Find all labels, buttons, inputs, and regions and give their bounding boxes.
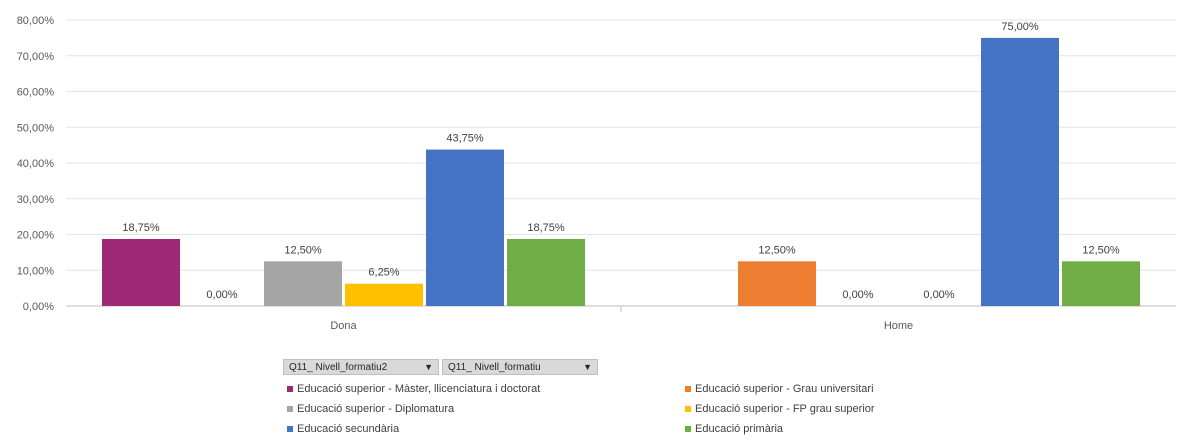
- x-category-label: Home: [884, 320, 913, 332]
- y-tick-label: 80,00%: [17, 15, 55, 27]
- data-label: 12,50%: [284, 244, 322, 256]
- legend-label: Educació secundària: [297, 422, 400, 435]
- x-axis: Dona Home: [330, 306, 913, 332]
- legend-swatch: [287, 425, 293, 432]
- bar[interactable]: [1062, 261, 1140, 306]
- legend-item[interactable]: Educació superior - Màster, llicenciatur…: [287, 382, 685, 395]
- legend-label: Educació superior - FP grau superior: [695, 402, 875, 415]
- legend-swatch: [685, 405, 691, 412]
- bar[interactable]: [264, 261, 342, 306]
- legend-swatch: [287, 405, 293, 412]
- legend-item[interactable]: Educació secundària: [287, 422, 685, 435]
- legend-item[interactable]: Educació primària: [685, 422, 985, 435]
- legend-item[interactable]: Educació superior - Diplomatura: [287, 402, 685, 415]
- legend-swatch: [287, 385, 293, 392]
- data-labels: 18,75% 0,00% 12,50% 6,25% 43,75% 18,75% 12,50%…: [122, 21, 1120, 301]
- field-filter-buttons: Q11_ Nivell_formatiu2 ▼ Q11_ Nivell_form…: [283, 359, 598, 375]
- y-tick-label: 60,00%: [17, 87, 55, 99]
- bar[interactable]: [426, 149, 504, 306]
- legend-label: Educació superior - Màster, llicenciatur…: [297, 382, 541, 395]
- data-label: 18,75%: [527, 222, 565, 234]
- legend-item[interactable]: Educació superior - FP grau superior: [685, 402, 985, 415]
- legend-swatch: [685, 385, 691, 392]
- legend-label: Educació superior - Diplomatura: [297, 402, 455, 415]
- data-label: 12,50%: [758, 244, 796, 256]
- filter-button-nivell-formatiu2[interactable]: Q11_ Nivell_formatiu2 ▼: [283, 359, 439, 375]
- dropdown-arrow-icon: ▼: [583, 362, 592, 372]
- bar[interactable]: [738, 261, 816, 306]
- y-tick-label: 0,00%: [23, 301, 54, 313]
- y-tick-label: 30,00%: [17, 194, 55, 206]
- legend-label: Educació primària: [695, 422, 784, 435]
- data-label: 0,00%: [206, 289, 237, 301]
- data-label: 0,00%: [842, 289, 873, 301]
- y-axis: 0,00% 10,00% 20,00% 30,00% 40,00% 50,00% 60,00…: [17, 15, 55, 313]
- bar[interactable]: [102, 238, 180, 306]
- x-category-label: Dona: [330, 320, 357, 332]
- data-label: 43,75%: [446, 133, 484, 145]
- bar-chart: 0,00% 10,00% 20,00% 30,00% 40,00% 50,00% 60,00…: [17, 15, 1176, 332]
- bar[interactable]: [345, 283, 423, 306]
- y-tick-label: 70,00%: [17, 51, 55, 63]
- filter-label: Q11_ Nivell_formatiu2: [289, 361, 388, 373]
- filter-label: Q11_ Nivell_formatiu: [448, 361, 541, 373]
- bar[interactable]: [981, 37, 1059, 306]
- legend: Educació superior - Màster, llicenciatur…: [287, 382, 987, 435]
- bars: [102, 37, 1140, 306]
- data-label: 75,00%: [1001, 21, 1039, 33]
- gridlines: [66, 19, 1176, 307]
- legend-swatch: [685, 425, 691, 432]
- bar[interactable]: [507, 238, 585, 306]
- data-label: 12,50%: [1082, 244, 1120, 256]
- legend-label: Educació superior - Grau universitari: [695, 382, 874, 395]
- y-tick-label: 20,00%: [17, 230, 55, 242]
- dropdown-arrow-icon: ▼: [424, 362, 433, 372]
- y-tick-label: 50,00%: [17, 122, 55, 134]
- data-label: 0,00%: [923, 289, 954, 301]
- data-label: 6,25%: [368, 267, 399, 279]
- filter-button-nivell-formatiu[interactable]: Q11_ Nivell_formatiu ▼: [442, 359, 598, 375]
- y-tick-label: 40,00%: [17, 158, 55, 170]
- data-label: 18,75%: [122, 222, 160, 234]
- y-tick-label: 10,00%: [17, 265, 55, 277]
- legend-item[interactable]: Educació superior - Grau universitari: [685, 382, 985, 395]
